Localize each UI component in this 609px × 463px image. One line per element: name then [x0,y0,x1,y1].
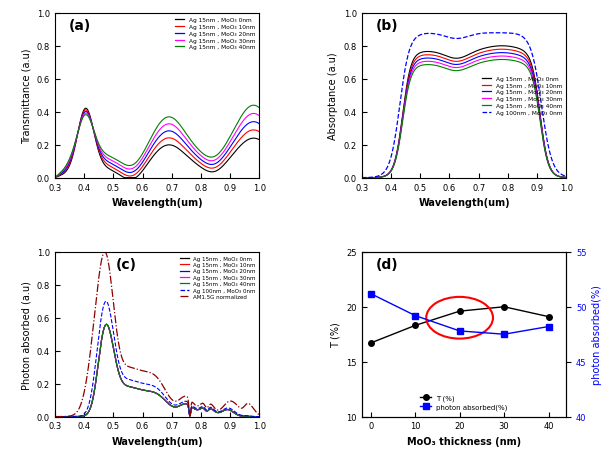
X-axis label: MoO₃ thickness (nm): MoO₃ thickness (nm) [407,436,521,446]
Text: (a): (a) [69,19,91,33]
Legend: Ag 15nm , MoO₃ 0nm, Ag 15nm , MoO₃ 10nm, Ag 15nm , MoO₃ 20nm, Ag 15nm , MoO₃ 30n: Ag 15nm , MoO₃ 0nm, Ag 15nm , MoO₃ 10nm,… [174,17,256,51]
X-axis label: Wavelength(um): Wavelength(um) [418,198,510,208]
Y-axis label: Absorptance (a.u): Absorptance (a.u) [328,52,338,140]
Y-axis label: Transmittance (a.u): Transmittance (a.u) [21,49,31,144]
Y-axis label: photon absorbed(%): photon absorbed(%) [592,285,602,384]
Legend: Ag 15nm , MoO₃ 0nm, Ag 15nm , MoO₃ 10nm, Ag 15nm , MoO₃ 20nm, Ag 15nm , MoO₃ 30n: Ag 15nm , MoO₃ 0nm, Ag 15nm , MoO₃ 10nm,… [481,75,563,117]
Y-axis label: T (%): T (%) [331,322,341,347]
Text: (b): (b) [376,19,399,33]
Y-axis label: Photon absorbed (a.u): Photon absorbed (a.u) [21,280,31,389]
Legend: Ag 15nm , MoO₃ 0nm, Ag 15nm , MoO₃ 10nm, Ag 15nm , MoO₃ 20nm, Ag 15nm , MoO₃ 30n: Ag 15nm , MoO₃ 0nm, Ag 15nm , MoO₃ 10nm,… [179,255,256,300]
X-axis label: Wavelength(um): Wavelength(um) [111,198,203,208]
Text: (c): (c) [116,258,137,272]
Text: (d): (d) [376,258,399,272]
Legend: T (%), photon absorbed(%): T (%), photon absorbed(%) [418,392,510,413]
X-axis label: Wavelength(um): Wavelength(um) [111,436,203,446]
